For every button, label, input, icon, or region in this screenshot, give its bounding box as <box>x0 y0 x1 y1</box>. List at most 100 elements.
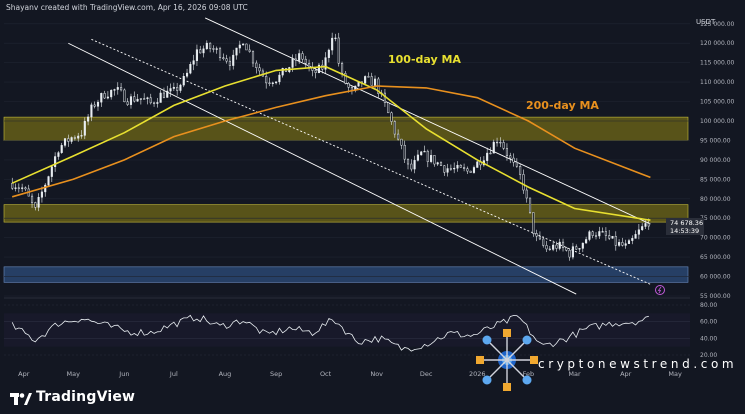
zone-demand <box>3 266 689 283</box>
candle-body <box>271 82 274 84</box>
candle-129 <box>436 161 439 166</box>
candle-body <box>265 75 268 84</box>
y-tick-label-1: 120 000.00 <box>700 40 735 47</box>
candle-body <box>647 223 650 227</box>
candle-86 <box>294 53 297 67</box>
candle-body <box>627 240 631 244</box>
candle-body <box>430 155 433 162</box>
candle-47 <box>166 85 169 98</box>
candle-body <box>552 244 555 250</box>
candle-body <box>87 116 90 122</box>
candle-body <box>21 187 24 189</box>
candle-body <box>176 86 179 91</box>
alert-icon[interactable] <box>655 285 665 295</box>
tradingview-brand: TradingView <box>36 389 136 405</box>
candle-16 <box>63 138 67 148</box>
candle-79 <box>271 81 274 87</box>
candle-142 <box>479 156 482 171</box>
candle-body <box>624 243 627 246</box>
candle-127 <box>430 149 433 164</box>
candle-body <box>443 165 446 173</box>
candle-70 <box>242 43 245 46</box>
candle-187 <box>627 238 631 244</box>
attribution-text: Shayanv created with TradingView.com, Ap… <box>6 3 248 12</box>
candle-157 <box>528 197 532 214</box>
candle-61 <box>212 45 215 53</box>
candle-184 <box>618 239 621 247</box>
candle-body <box>93 104 96 107</box>
candle-body <box>423 150 426 153</box>
candle-68 <box>235 47 238 60</box>
candle-23 <box>87 114 90 126</box>
candle-body <box>73 137 76 139</box>
candle-21 <box>80 130 83 139</box>
candle-40 <box>143 93 146 100</box>
candle-body <box>400 138 403 146</box>
candle-body <box>601 231 604 233</box>
candle-91 <box>311 62 314 77</box>
candle-body <box>631 238 634 241</box>
candle-body <box>519 165 522 175</box>
candle-body <box>34 202 37 208</box>
candle-body <box>47 176 50 186</box>
candle-body <box>50 166 53 177</box>
candle-2 <box>17 183 20 193</box>
y-tick-label-0: 125 000.00 <box>700 21 735 28</box>
candle-121 <box>410 159 413 172</box>
candle-80 <box>275 81 278 85</box>
candle-body <box>162 92 166 98</box>
candle-body <box>248 49 251 52</box>
candle-body <box>37 197 40 208</box>
candle-118 <box>400 138 403 150</box>
channel-line-2 <box>68 42 577 295</box>
candle-body <box>528 197 532 213</box>
candle-body <box>499 141 502 144</box>
x-tick-label-5: Sep <box>270 370 282 378</box>
candle-body <box>608 235 611 239</box>
candle-77 <box>265 71 268 89</box>
candle-172 <box>578 248 581 252</box>
candle-137 <box>463 163 466 172</box>
candle-body <box>182 76 185 86</box>
candle-133 <box>449 164 452 171</box>
candle-body <box>558 241 561 249</box>
candle-131 <box>443 165 446 176</box>
y-tick-label-7: 90 000.00 <box>700 157 731 164</box>
candle-body <box>54 156 57 167</box>
candle-body <box>568 250 571 258</box>
candle-10 <box>44 183 47 197</box>
candle-150 <box>505 143 509 161</box>
candle-29 <box>106 91 109 100</box>
candle-body <box>565 247 568 251</box>
x-tick-label-1: May <box>67 370 81 378</box>
candle-26 <box>96 99 100 111</box>
candle-body <box>466 168 469 172</box>
candle-171 <box>575 244 578 250</box>
candle-body <box>258 67 261 72</box>
candle-151 <box>509 152 512 164</box>
candle-33 <box>120 82 123 92</box>
candle-body <box>136 98 139 102</box>
zone-support <box>3 204 689 223</box>
candle-body <box>301 53 304 60</box>
y-tick-label-14: 55 000.00 <box>700 293 731 300</box>
candle-182 <box>611 236 614 239</box>
candle-body <box>251 51 255 64</box>
candle-22 <box>83 117 86 140</box>
candle-body <box>308 63 311 68</box>
rsi-tick-label-0: 80.00 <box>700 302 717 309</box>
rsi-tick-label-2: 40.00 <box>700 335 717 342</box>
candle-body <box>641 226 644 230</box>
candle-body <box>70 137 73 142</box>
candle-body <box>156 102 159 104</box>
candle-body <box>278 74 281 83</box>
grid-layer <box>4 23 690 299</box>
channel-line-0 <box>204 17 651 225</box>
candle-34 <box>123 88 126 103</box>
candle-body <box>604 231 607 236</box>
candle-body <box>618 242 621 246</box>
candle-body <box>337 37 340 64</box>
candle-body <box>83 120 86 136</box>
candle-176 <box>591 230 594 239</box>
